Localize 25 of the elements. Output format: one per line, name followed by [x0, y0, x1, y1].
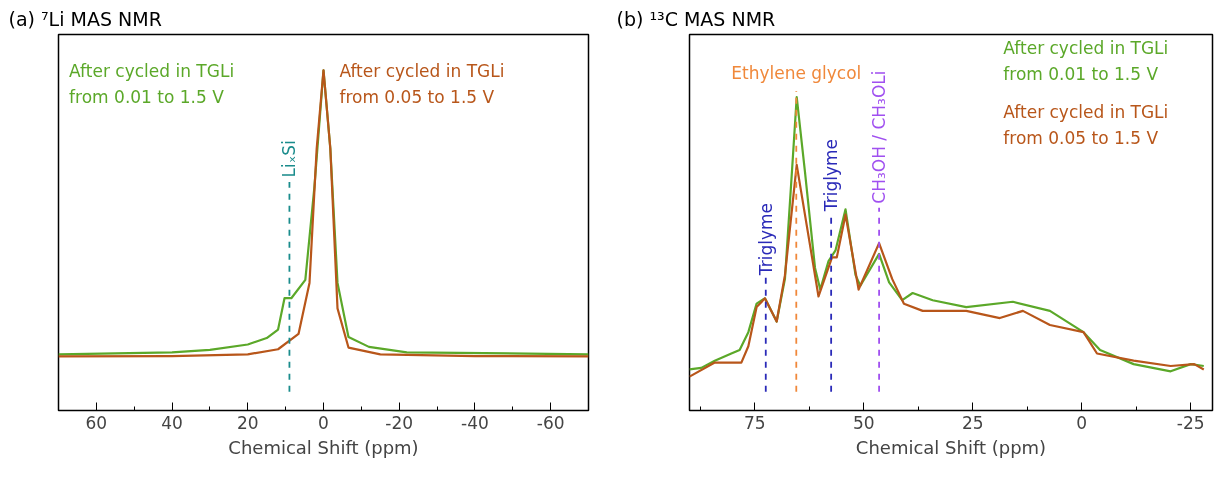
- x-tick-label: -40: [461, 412, 489, 433]
- x-tick-label: -20: [385, 412, 414, 433]
- x-tick-label: -25: [1176, 412, 1205, 433]
- ref-line-label: Triglyme: [821, 139, 842, 213]
- ref-line-label: Ethylene glycol: [731, 63, 862, 84]
- ref-line-label: LiₓSi: [279, 140, 300, 178]
- x-tick-label: 20: [236, 412, 259, 433]
- x-tick-label: 0: [318, 412, 329, 433]
- x-tick-label: 25: [961, 412, 984, 433]
- x-axis-title: Chemical Shift (ppm): [228, 436, 419, 458]
- x-tick-label: -60: [536, 412, 565, 433]
- ref-line-label: Triglyme: [755, 202, 776, 277]
- text: After cycled in TGLi from 0.01 to 1.5 V: [1003, 38, 1169, 85]
- x-tick-label: 50: [853, 412, 875, 433]
- text: After cycled in TGLi from 0.01 to 1.5 V: [69, 60, 235, 107]
- chart-title: (b) ¹³C MAS NMR: [616, 7, 776, 30]
- x-tick-label: 0: [1076, 412, 1088, 433]
- chart-title: (a) ⁷Li MAS NMR: [8, 7, 162, 30]
- ref-line-label: CH₃OH / CH₃OLi: [869, 70, 890, 204]
- x-tick-label: 60: [85, 412, 108, 433]
- x-tick-label: 75: [744, 412, 766, 433]
- series-label: After cycled in TGLi from 0.05 to 1.5 V: [339, 60, 505, 107]
- x-tick-label: 40: [161, 412, 183, 433]
- text: After cycled in TGLi from 0.05 to 1.5 V: [1003, 102, 1169, 149]
- x-axis-title: Chemical Shift (ppm): [855, 436, 1047, 458]
